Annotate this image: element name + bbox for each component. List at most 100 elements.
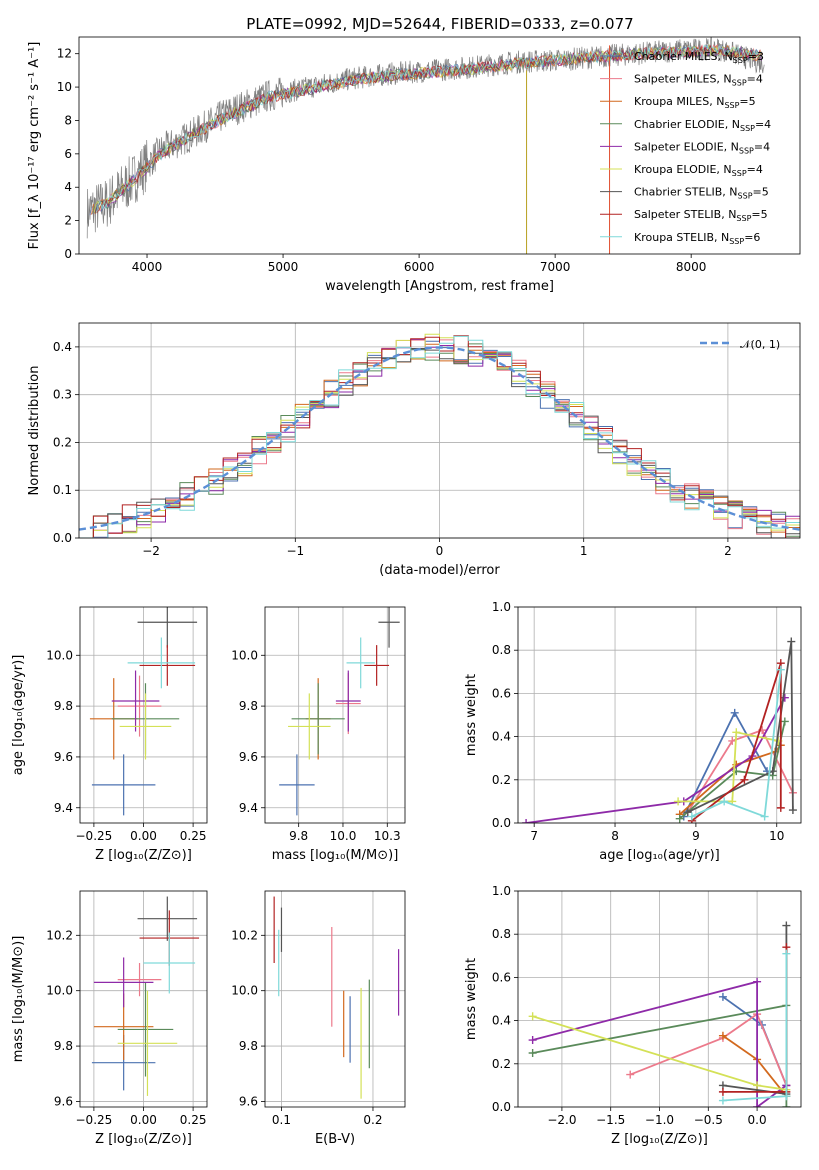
y-axis-label: mass weight <box>464 958 479 1040</box>
weight-marker <box>626 1070 635 1079</box>
y-axis-label: mass weight <box>464 674 479 756</box>
legend-suffix: =4 <box>747 73 763 86</box>
y-axis-label: age [log₁₀(age/yr)] <box>11 655 26 776</box>
weight-marker <box>730 708 739 717</box>
x-tick-label: −2.0 <box>547 1113 576 1127</box>
y-tick-label: 9.4 <box>54 801 73 815</box>
x-tick-label: 10.3 <box>374 829 401 843</box>
weight-marker <box>753 1103 762 1107</box>
weight-marker <box>687 812 696 821</box>
weight-marker <box>522 819 531 823</box>
y-axis-label: mass [log₁₀(M/M⊙)] <box>11 936 26 1063</box>
x-tick-label: 7 <box>530 829 538 843</box>
y-tick-label: 0.3 <box>53 388 72 402</box>
y-tick-label: 9.6 <box>239 750 258 764</box>
legend-entry: Kroupa MILES, NSSP=5 <box>634 95 756 110</box>
x-tick-label: −1.0 <box>645 1113 674 1127</box>
y-tick-label: 9.8 <box>54 699 73 713</box>
weight-series-line <box>532 980 787 1107</box>
weight-series-line <box>691 662 782 822</box>
weight-series-line <box>679 721 786 820</box>
y-tick-label: 9.8 <box>54 1039 73 1053</box>
weight-marker <box>720 797 729 806</box>
weight-series-line <box>691 669 782 818</box>
weight-marker <box>788 806 797 815</box>
y-tick-label: 10.0 <box>46 648 73 662</box>
y-tick-label: 1.0 <box>492 884 511 898</box>
weight-marker <box>740 775 749 784</box>
age_vs_mass-plot-area <box>279 607 400 816</box>
weight-series-line <box>629 1012 788 1086</box>
residuals-panel: −2 −1 0 1 2 0.0 0.1 0.2 0.3 0.4 (data-model)/error… <box>27 322 801 578</box>
legend-entry: Salpeter ELODIE, NSSP=4 <box>634 140 770 155</box>
y-tick-label: 0.6 <box>492 686 511 700</box>
x-axis-label: (data-model)/error <box>379 563 500 578</box>
legend-subscript: SSP <box>739 146 754 155</box>
weight-series-line <box>722 996 788 1086</box>
spectrum-data-line <box>86 37 765 239</box>
legend-entry: Kroupa ELODIE, NSSP=4 <box>634 163 763 178</box>
legend-subscript: SSP <box>733 56 748 65</box>
legend-suffix: =4 <box>755 118 771 131</box>
weight-series-line <box>678 731 779 803</box>
x-axis-label: age [log₁₀(age/yr)] <box>599 848 720 863</box>
legend-entry: Chabrier STELIB, NSSP=5 <box>634 186 769 201</box>
legend-suffix: =6 <box>744 231 760 244</box>
y-tick-label: 0.2 <box>53 435 72 449</box>
y-tick-label: 10 <box>57 80 72 94</box>
y-tick-label: 2 <box>64 214 72 228</box>
mass_vs_Z-frame <box>79 890 208 1108</box>
y-tick-label: 0.2 <box>492 1057 511 1071</box>
y-tick-label: 0.0 <box>492 816 511 830</box>
legend-entry: Salpeter STELIB, NSSP=5 <box>634 208 768 223</box>
y-tick-label: 10.2 <box>231 928 258 942</box>
legend-entry: Salpeter MILES, NSSP=4 <box>634 73 763 88</box>
x-axis-label: Z [log₁₀(Z/Z⊙)] <box>611 1132 708 1147</box>
legend-entry: Kroupa STELIB, NSSP=6 <box>634 231 760 246</box>
weight-marker <box>782 1103 791 1107</box>
x-tick-label: −2 <box>142 544 160 558</box>
weight-marker <box>718 1087 727 1096</box>
legend-subscript: SSP <box>732 79 747 88</box>
x-axis-label: mass [log₁₀(M/M⊙)] <box>272 848 399 863</box>
weight-marker <box>776 665 785 674</box>
weight-marker <box>675 814 684 823</box>
weight-marker <box>782 1092 791 1101</box>
legend-subscript: SSP <box>729 237 744 246</box>
x-axis-label: Z [log₁₀(Z/Z⊙)] <box>95 1132 192 1147</box>
age_vs_Z-frame <box>79 606 208 824</box>
x-axis-label: E(B-V) <box>315 1132 355 1147</box>
legend-subscript: SSP <box>724 101 739 110</box>
x-tick-label: −0.25 <box>76 829 113 843</box>
weight-marker <box>760 812 769 821</box>
normal-legend-label: 𝒩(0, 1) <box>740 338 780 351</box>
weight-series-line <box>722 925 788 1096</box>
y-tick-label: 10.0 <box>231 984 258 998</box>
weight-marker <box>683 808 692 817</box>
mass_weight_vs_age-frame <box>517 606 802 824</box>
mass_vs_Z-plot-area <box>91 896 200 1096</box>
spectrum-model-line <box>96 44 762 213</box>
weight-marker <box>528 1036 537 1045</box>
mass_weight_vs_Z-plot-area <box>528 921 791 1107</box>
y-tick-label: 0.0 <box>53 531 72 545</box>
legend-suffix: =4 <box>754 140 770 153</box>
residuals-plot-area <box>79 333 800 538</box>
x-tick-label: −0.25 <box>76 1113 113 1127</box>
weight-marker <box>753 1081 762 1090</box>
legend-subscript: SSP <box>732 169 747 178</box>
x-tick-label: 0.25 <box>180 829 207 843</box>
y-tick-label: 0.0 <box>492 1100 511 1114</box>
mass_vs_EBV-frame <box>264 890 406 1108</box>
y-tick-label: 0.8 <box>492 927 511 941</box>
legend-suffix: =5 <box>751 208 767 221</box>
y-tick-label: 9.6 <box>54 750 73 764</box>
y-tick-label: 0.6 <box>492 970 511 984</box>
y-tick-label: 10.0 <box>46 984 73 998</box>
x-tick-label: 5000 <box>268 260 299 274</box>
legend-subscript: SSP <box>736 214 751 223</box>
mass_weight_vs_Z-frame <box>517 890 802 1108</box>
weight-marker <box>787 637 796 646</box>
x-axis-label: Z [log₁₀(Z/Z⊙)] <box>95 848 192 863</box>
weight-marker <box>528 1049 537 1057</box>
